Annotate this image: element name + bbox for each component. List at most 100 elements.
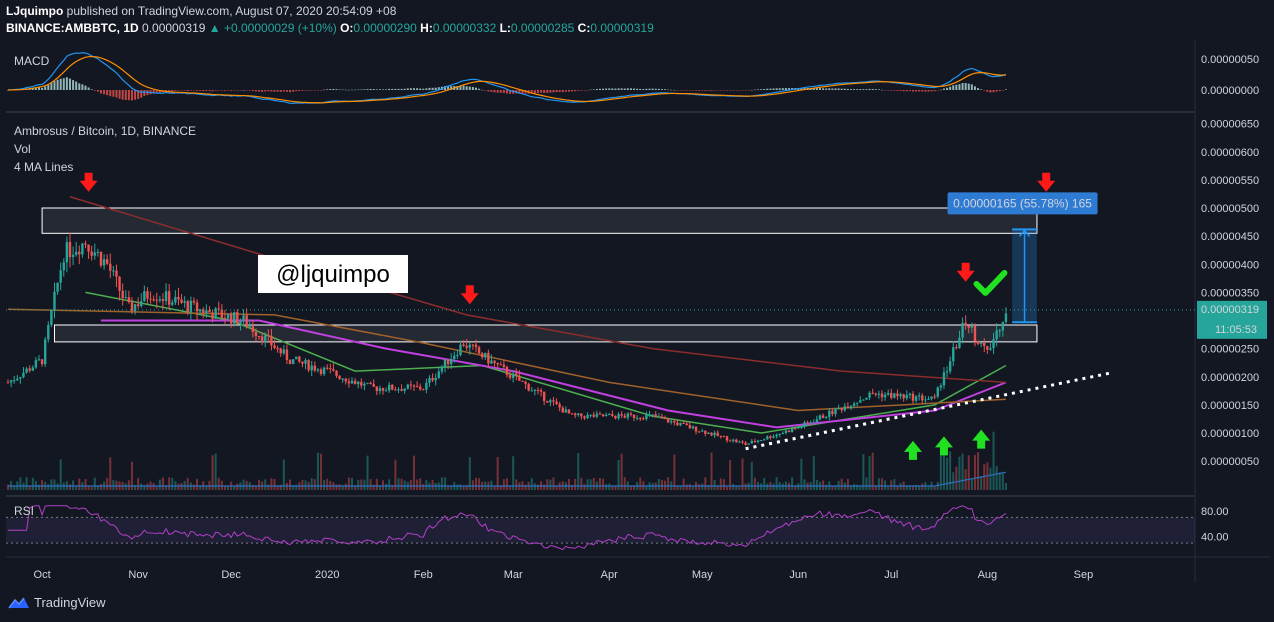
volume-bar xyxy=(422,484,425,490)
candle-body xyxy=(99,251,103,266)
candle-body xyxy=(967,325,970,328)
main-pane-title[interactable]: Ambrosus / Bitcoin, 1D, BINANCE xyxy=(14,124,196,138)
candle-body xyxy=(787,430,791,433)
volume-bar xyxy=(846,478,849,490)
macd-bar xyxy=(880,89,883,91)
macd-bar xyxy=(598,88,601,90)
rsi-pane-label[interactable]: RSI xyxy=(14,504,34,518)
macd-bar xyxy=(998,90,1001,92)
volume-bar xyxy=(90,486,93,490)
rsi-tick-label: 80.00 xyxy=(1201,506,1229,518)
author-name[interactable]: LJquimpo xyxy=(6,4,64,18)
macd-bar xyxy=(645,88,648,90)
candle-body xyxy=(233,312,236,324)
macd-bar xyxy=(227,90,230,91)
volume-bar xyxy=(447,486,450,490)
price-tick-label: 0.00000250 xyxy=(1201,344,1259,356)
volume-bar xyxy=(794,485,797,490)
candle-body xyxy=(127,297,131,303)
macd-bar xyxy=(313,90,316,91)
macd-bar xyxy=(605,88,608,90)
candle-body xyxy=(645,414,648,420)
macd-bar xyxy=(887,90,890,91)
volume-bar xyxy=(567,478,570,490)
candle-body xyxy=(586,414,589,419)
volume-bar xyxy=(258,479,261,490)
volume-bar xyxy=(416,479,419,490)
watermark-text: @ljquimpo xyxy=(276,261,390,288)
symbol-name[interactable]: BINANCE:AMBBTC, 1D xyxy=(6,21,139,35)
macd-axis[interactable]: 0.00000050 0.00000000 xyxy=(1201,54,1259,97)
price-tick-label: 0.00000650 xyxy=(1201,119,1259,131)
candle-body xyxy=(986,346,989,350)
candle-body xyxy=(604,414,608,417)
candle-body xyxy=(490,360,493,364)
candle-body xyxy=(998,330,1001,332)
volume-label[interactable]: Vol xyxy=(14,142,31,156)
volume-bar xyxy=(50,479,53,490)
support-trendline[interactable] xyxy=(745,371,1112,451)
candle-body xyxy=(989,348,992,350)
candle-body xyxy=(837,408,840,410)
high-label: H: xyxy=(420,21,433,35)
candle-body xyxy=(254,331,258,337)
volume-bar xyxy=(707,484,710,490)
candle-body xyxy=(772,436,775,438)
candle-body xyxy=(65,242,69,263)
macd-bar xyxy=(626,88,629,90)
candle-body xyxy=(310,365,313,371)
macd-bar xyxy=(877,89,880,90)
zone-box xyxy=(41,207,1038,234)
volume-bar xyxy=(316,452,319,490)
macd-bar xyxy=(484,90,487,91)
price-axis[interactable]: 0.00000650 0.00000600 0.00000550 0.00000500… xyxy=(1201,119,1259,469)
candle-body xyxy=(341,378,344,380)
volume-bar xyxy=(729,460,732,490)
candle-body xyxy=(96,251,100,253)
candle-body xyxy=(917,395,921,397)
volume-bar xyxy=(614,486,617,490)
price-range-measure[interactable] xyxy=(1012,228,1037,324)
red-down-arrow-icon xyxy=(460,285,479,305)
resistance-zones[interactable] xyxy=(41,207,1038,343)
macd-bar xyxy=(416,88,419,90)
ma-lines-label[interactable]: 4 MA Lines xyxy=(14,160,73,174)
macd-bar xyxy=(977,88,980,90)
macd-bar xyxy=(431,87,434,90)
macd-bar xyxy=(967,83,970,90)
volume-bar xyxy=(598,478,601,490)
volume-bar xyxy=(602,478,605,490)
publish-info: published on TradingView.com, August 07,… xyxy=(66,4,397,18)
macd-pane-label[interactable]: MACD xyxy=(14,54,50,68)
volume-bar xyxy=(580,477,583,490)
candle-body xyxy=(778,433,781,435)
candle-body xyxy=(459,344,462,355)
tradingview-logo[interactable]: TradingView xyxy=(8,595,106,610)
green-check-icon xyxy=(973,269,1008,296)
macd-bar xyxy=(933,90,936,92)
candle-body xyxy=(332,369,335,371)
time-tick-label: Apr xyxy=(601,569,618,581)
volume-bar xyxy=(223,485,226,490)
bar-countdown: 11:05:53 xyxy=(1215,324,1257,336)
macd-bar xyxy=(973,86,976,90)
annotations[interactable] xyxy=(79,172,1056,460)
volume-bar xyxy=(220,480,223,490)
time-axis[interactable]: Oct Nov Dec 2020 Feb Mar Apr May Jun Jul Aug Sep xyxy=(34,569,1094,581)
last-price: 0.00000319 xyxy=(142,21,206,35)
macd-bar xyxy=(183,90,186,91)
volume-bar xyxy=(822,480,825,490)
volume-bar xyxy=(812,456,815,490)
candle-body xyxy=(654,414,657,417)
candle-body xyxy=(366,382,369,384)
rsi-axis[interactable]: 80.00 40.00 xyxy=(1201,506,1229,544)
volume-bar xyxy=(908,485,911,490)
macd-bar xyxy=(279,90,282,92)
volume-bar xyxy=(620,453,623,490)
candle-body xyxy=(431,377,434,381)
volume-bar xyxy=(7,484,9,490)
macd-bar xyxy=(586,90,589,91)
candle-body xyxy=(670,421,673,423)
volume-bar xyxy=(468,457,471,490)
